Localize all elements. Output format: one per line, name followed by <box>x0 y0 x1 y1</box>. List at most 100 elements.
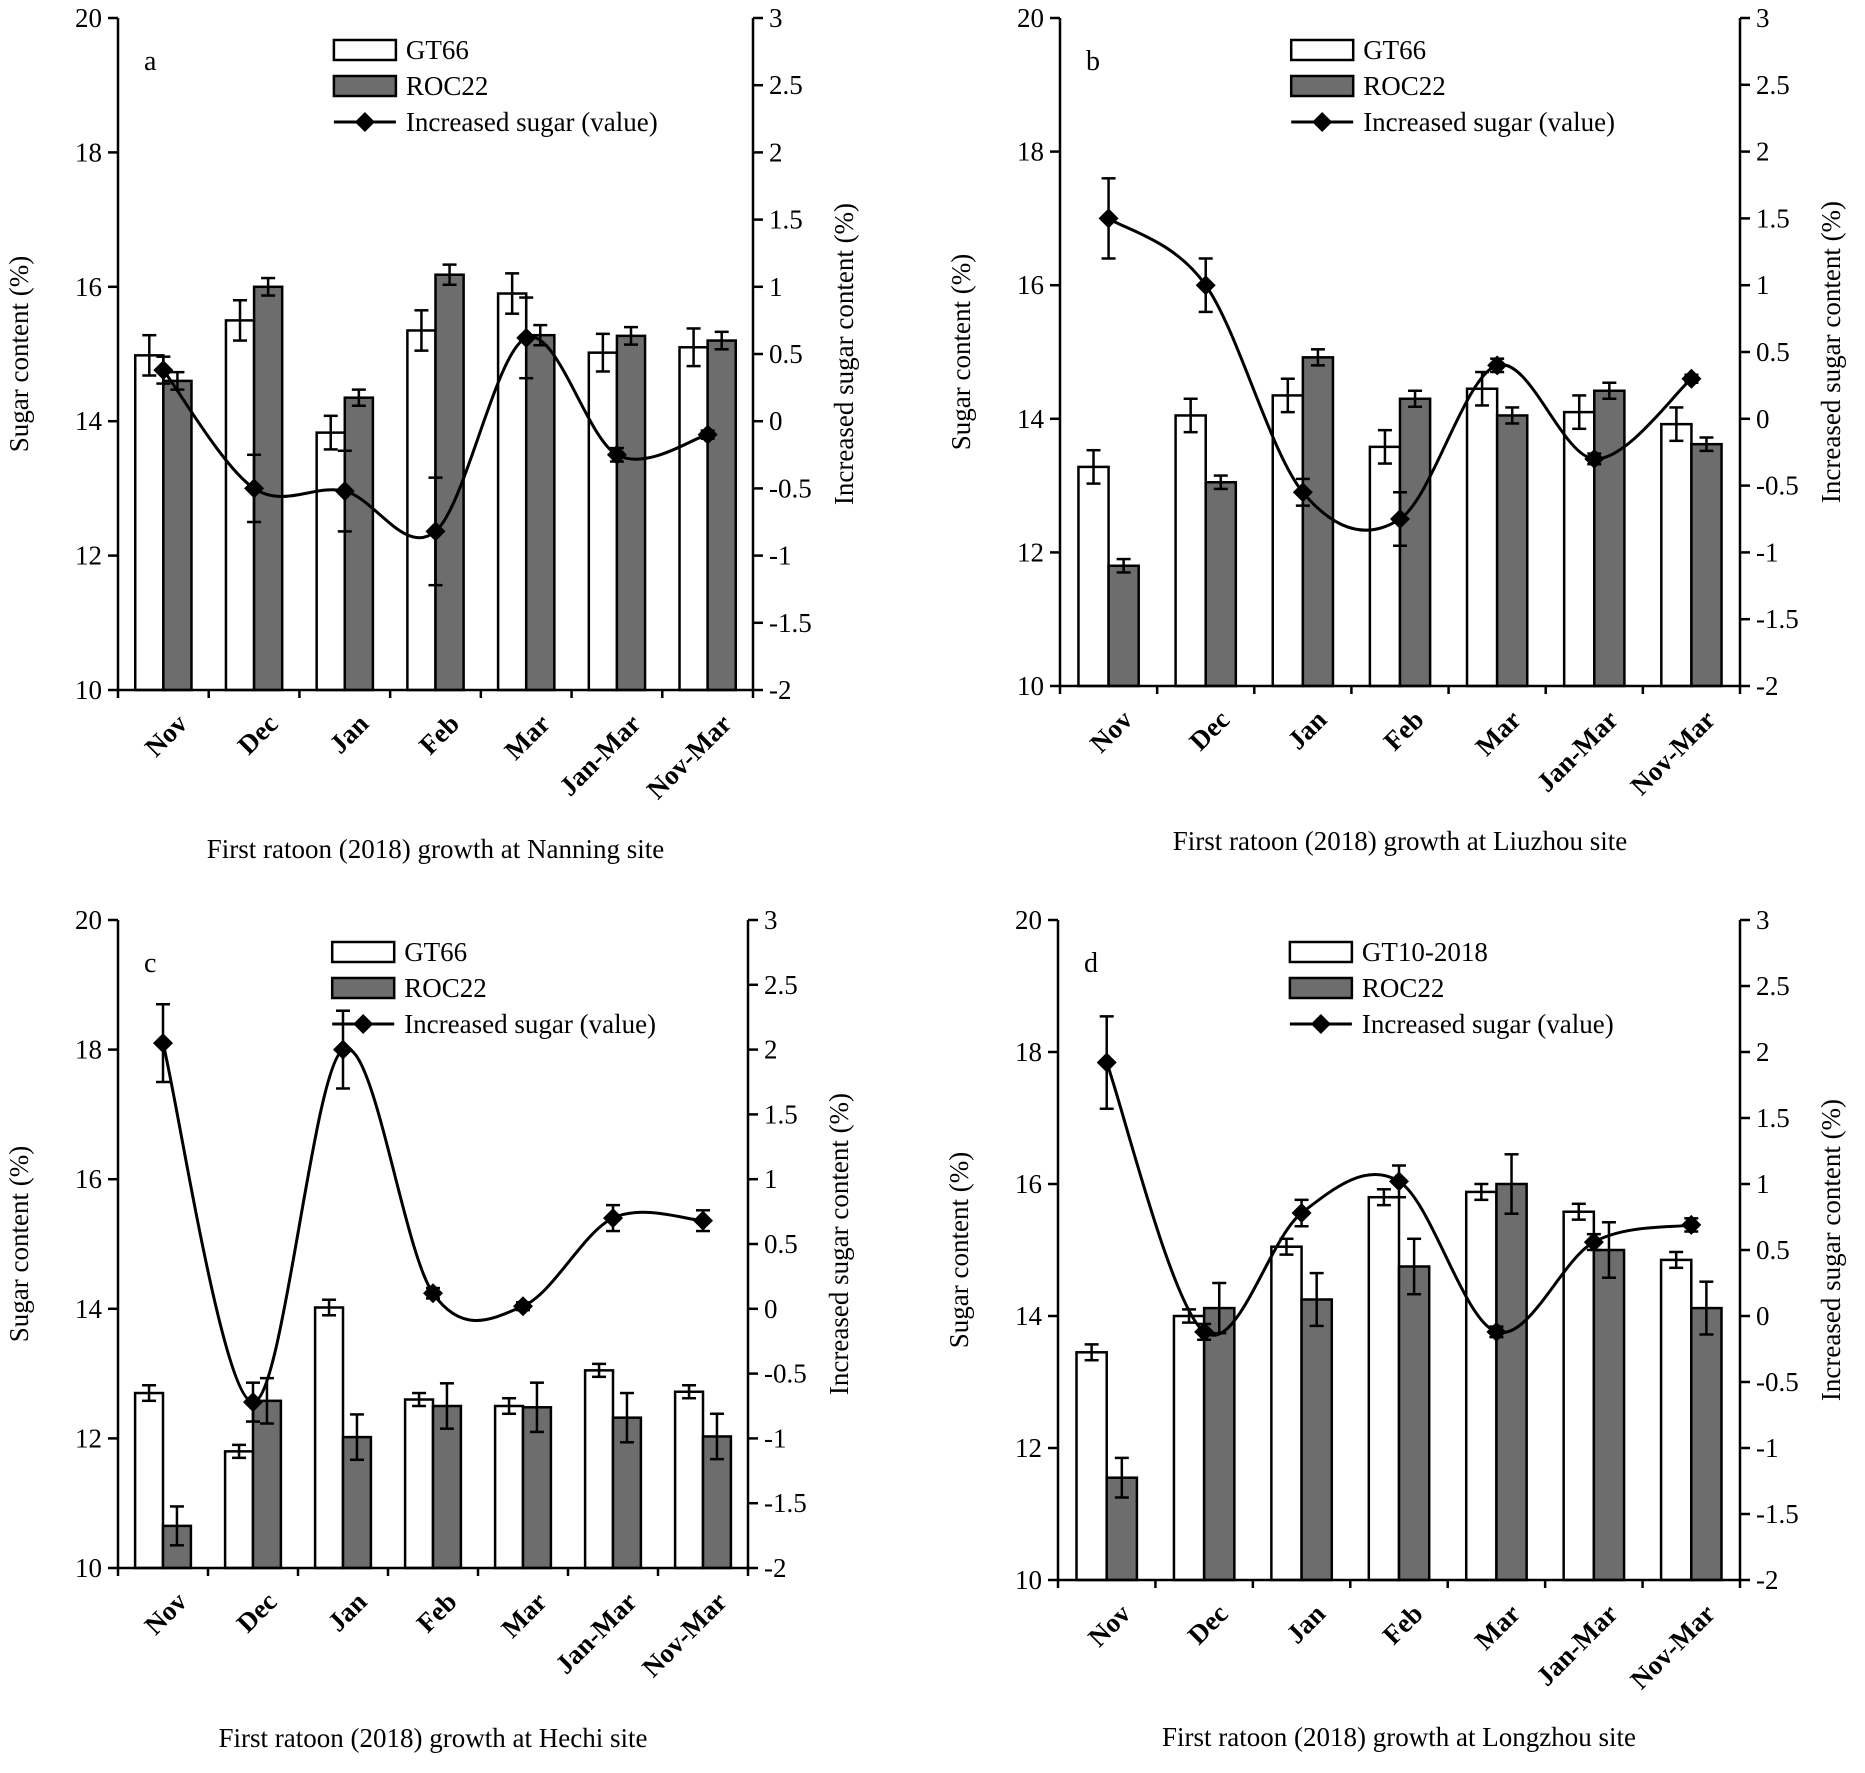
bar-GT10-2018-Mar <box>1464 1190 1498 1582</box>
x-tick-label-Dec: Dec <box>1182 1598 1234 1650</box>
bar-ROC22-Feb <box>434 273 465 692</box>
legend-label-ROC22: ROC22 <box>404 973 487 1003</box>
panel-letter: b <box>1086 46 1100 77</box>
y2-tick-label: -1 <box>769 541 792 571</box>
panel-letter: a <box>144 46 157 77</box>
y-tick-label: 12 <box>75 1423 102 1453</box>
y2-tick-label: 0 <box>769 406 783 436</box>
bar-ROC22-Nov <box>162 379 193 692</box>
bar-GT66-Mar <box>493 1404 525 1570</box>
legend: GT66 ROC22 Increased sugar (value) <box>1289 35 1615 137</box>
bar-ROC22-Mar <box>1495 414 1529 688</box>
x-tick-label-Feb: Feb <box>413 708 465 760</box>
x-tick-label-Mar: Mar <box>1469 1598 1526 1655</box>
bar-ROC22-Jan-Mar <box>615 334 647 692</box>
legend-label-GT10-2018: GT10-2018 <box>1362 937 1488 967</box>
line-point-Dec <box>244 478 265 499</box>
y-tick-label: 20 <box>1015 905 1042 935</box>
line-point-Mar <box>1486 1321 1507 1342</box>
legend-swatch-GT10-2018 <box>1288 940 1354 964</box>
line-point-Jan-Mar <box>1584 448 1605 469</box>
y2-tick-label: 0.5 <box>1756 337 1790 367</box>
y-axis-title: Sugar content (%) <box>4 1146 34 1342</box>
y2-tick-label: -2 <box>769 675 792 705</box>
bar-GT66-Feb <box>406 329 437 692</box>
y-tick-label: 10 <box>1017 671 1044 701</box>
line-point-Nov <box>153 360 174 381</box>
bar-GT10-2018-Jan <box>1270 1245 1303 1582</box>
y2-tick-label: -0.5 <box>1756 471 1799 501</box>
legend-label-ROC22: ROC22 <box>1363 71 1446 101</box>
y-tick-label: 16 <box>75 272 102 302</box>
bar-ROC22-Jan-Mar <box>1593 389 1626 688</box>
bar-ROC22-Nov <box>1107 564 1140 688</box>
bar-GT66-Jan <box>1271 394 1305 688</box>
x-tick-label-Feb: Feb <box>1378 704 1430 756</box>
y2-axis-title: Increased sugar content (%) <box>824 1093 854 1395</box>
bar-GT66-Nov-Mar <box>678 346 709 692</box>
y-tick-label: 16 <box>1015 1169 1042 1199</box>
bar-ROC22-Feb <box>431 1404 463 1570</box>
y2-tick-label: 2.5 <box>764 970 798 1000</box>
y2-tick-label: -1.5 <box>769 608 812 638</box>
legend-label-GT66: GT66 <box>1363 35 1426 65</box>
y-axis-title: Sugar content (%) <box>4 256 34 452</box>
x-tick-label-Jan-Mar: Jan-Mar <box>549 1586 642 1679</box>
panel-letter: c <box>144 948 156 979</box>
chart-panel-d: 10 12 14 16 18 20 3 2.5 2 1.5 1 0.5 0 -0.5 -1 -1.5 -2 Nov… <box>944 905 1846 1752</box>
x-tick-label-Mar: Mar <box>499 708 556 765</box>
x-tick-label-Nov-Mar: Nov-Mar <box>1624 1598 1721 1695</box>
y2-axis-title: Increased sugar content (%) <box>1816 201 1846 503</box>
bar-GT66-Nov <box>1077 465 1110 688</box>
legend-swatch-GT66 <box>330 940 396 964</box>
line-point-Feb <box>1390 509 1410 529</box>
y2-tick-label: 3 <box>1756 905 1770 935</box>
x-tick-label-Nov-Mar: Nov-Mar <box>641 708 738 805</box>
legend-label-Increased sugar (value): Increased sugar (value) <box>406 107 658 137</box>
y-axis-title: Sugar content (%) <box>946 254 976 450</box>
line-point-Jan-Mar <box>603 1208 623 1229</box>
bar-GT66-Jan-Mar <box>587 351 619 692</box>
bar-GT66-Mar <box>1465 387 1499 688</box>
panel-caption: First ratoon (2018) growth at Nanning si… <box>207 834 664 864</box>
bar-GT66-Dec <box>224 319 256 692</box>
y2-tick-label: -1 <box>764 1423 787 1453</box>
y-tick-label: 10 <box>75 675 102 705</box>
y2-tick-label: 2 <box>769 137 783 167</box>
y-tick-label: 18 <box>75 1035 102 1065</box>
bar-GT66-Jan <box>315 431 347 692</box>
y2-tick-label: 1.5 <box>769 205 803 235</box>
x-tick-label-Nov-Mar: Nov-Mar <box>636 1586 733 1683</box>
bar-ROC22-Nov-Mar <box>1690 442 1723 688</box>
y2-tick-label: 0.5 <box>769 339 803 369</box>
legend-marker <box>353 1014 374 1034</box>
line-point-Jan <box>1291 1203 1312 1224</box>
bar-GT10-2018-Jan-Mar <box>1562 1210 1596 1582</box>
y2-tick-label: 0 <box>764 1294 778 1324</box>
x-tick-label-Nov: Nov <box>139 708 193 762</box>
legend-label-ROC22: ROC22 <box>1362 973 1445 1003</box>
y-tick-label: 12 <box>75 541 102 571</box>
line-point-Dec <box>1195 275 1216 296</box>
x-tick-label-Jan: Jan <box>323 708 374 759</box>
legend-label-GT66: GT66 <box>404 937 467 967</box>
legend-marker <box>1312 112 1333 132</box>
line-point-Nov-Mar <box>697 424 718 445</box>
y-tick-label: 10 <box>1015 1565 1042 1595</box>
bar-ROC22-Mar <box>1495 1182 1528 1582</box>
line-point-Nov-Mar <box>693 1210 713 1231</box>
bar-ROC22-Jan <box>1301 356 1335 688</box>
bar-GT10-2018-Nov-Mar <box>1659 1258 1693 1582</box>
legend: GT66 ROC22 Increased sugar (value) <box>332 35 658 137</box>
line-point-Nov-Mar <box>1681 1214 1702 1235</box>
line-point-Jan <box>334 481 355 502</box>
bar-ROC22-Jan <box>343 396 375 692</box>
bar-ROC22-Dec <box>1204 481 1238 688</box>
y-tick-label: 20 <box>75 3 102 33</box>
x-tick-label-Dec: Dec <box>1183 704 1235 756</box>
y2-tick-label: -1 <box>1756 1433 1779 1463</box>
y2-tick-label: 1 <box>1756 1169 1770 1199</box>
legend-label-ROC22: ROC22 <box>406 71 489 101</box>
y2-tick-label: 1 <box>764 1164 778 1194</box>
